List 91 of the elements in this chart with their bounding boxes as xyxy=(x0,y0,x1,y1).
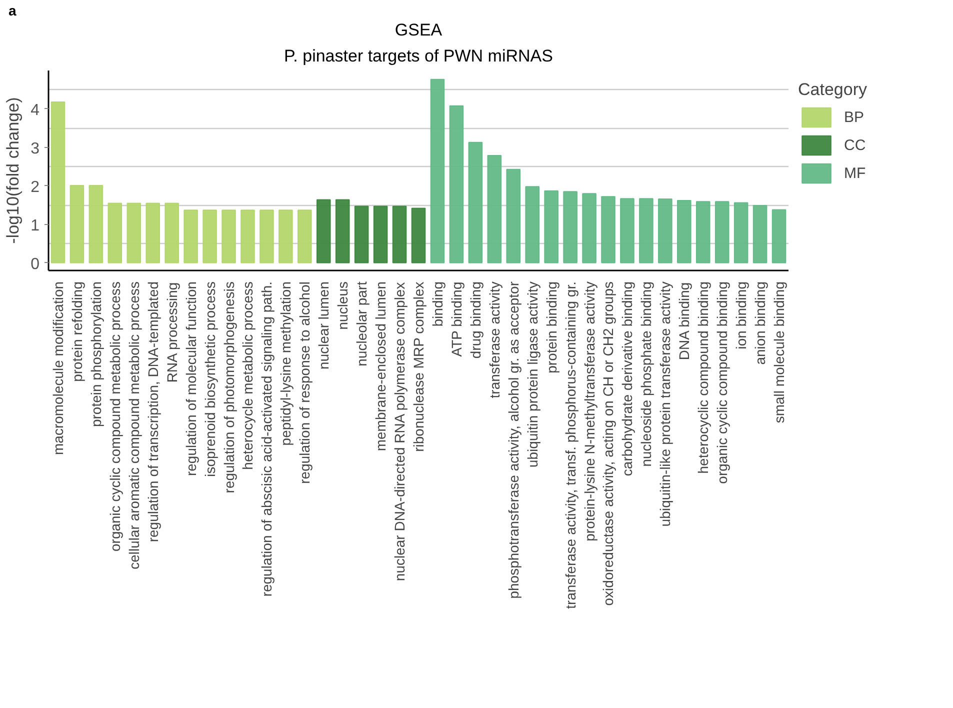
x-tick-label: ion binding xyxy=(733,281,750,350)
bar xyxy=(544,190,558,264)
bar xyxy=(468,142,483,264)
x-tick-label: nucleolar part xyxy=(354,281,370,366)
x-tick-label: oxidoreductase activity, acting on CH or CH2 groups xyxy=(600,281,616,606)
legend-label: MF xyxy=(844,164,866,182)
x-tick-label: cellular aromatic compound metabolic process xyxy=(126,281,142,570)
bar xyxy=(696,201,710,264)
bar xyxy=(752,205,768,264)
bar xyxy=(714,201,730,264)
x-tick-label: organic cyclic compound metabolic process xyxy=(106,281,123,552)
x-tick-label: transferase activity, transf. phosphorus-containing gr. xyxy=(562,281,578,609)
x-tick-label: nuclear lumen xyxy=(316,282,332,370)
x-tick-label: nucleoside phosphate binding xyxy=(638,281,654,467)
bar xyxy=(639,198,654,264)
x-tick-label: protein binding xyxy=(543,281,560,374)
y-tick-label: 2 xyxy=(30,178,40,196)
x-tick-label: peptidyl-lysine methylation xyxy=(278,281,294,446)
bar xyxy=(506,168,521,264)
chart-title: GSEA xyxy=(394,20,443,40)
x-tick-label: membrane-enclosed lumen xyxy=(372,282,389,452)
bar xyxy=(88,185,104,264)
x-tick-label: protein refolding xyxy=(68,281,85,382)
x-tick-label: regulation of abscisic acid-activated signaling path. xyxy=(258,281,275,597)
x-tick-label: nuclear DNA-directed RNA polymerase complex xyxy=(392,282,408,582)
y-tick-label: 3 xyxy=(30,140,40,158)
bar xyxy=(772,209,786,264)
bar xyxy=(620,198,634,264)
x-tick-label: carbohydrate derivative binding xyxy=(619,281,636,476)
bar xyxy=(658,198,672,264)
bar xyxy=(298,210,312,264)
bar xyxy=(449,105,464,264)
bar xyxy=(487,155,502,264)
y-tick-label: 1 xyxy=(30,217,40,234)
x-tick-label: drug binding xyxy=(467,282,484,359)
x-tick-label: protein phosphorylation xyxy=(88,281,104,428)
legend-label: CC xyxy=(844,136,866,154)
bar xyxy=(108,202,122,264)
bar xyxy=(146,202,160,264)
bar xyxy=(601,196,616,264)
bar xyxy=(70,185,84,264)
bar xyxy=(202,210,217,264)
x-tick-label: anion binding xyxy=(752,282,768,365)
x-tick-label: nucleus xyxy=(334,281,351,330)
x-tick-label: ribonuclease MRP complex xyxy=(410,282,426,452)
bar xyxy=(563,191,578,264)
x-tick-label: RNA processing xyxy=(164,282,180,383)
bar xyxy=(240,210,255,264)
bar xyxy=(392,206,407,264)
x-tick-label: heterocyclic compound binding xyxy=(695,281,712,474)
legend-label: BP xyxy=(844,108,864,126)
y-tick-label: 4 xyxy=(30,102,40,119)
x-tick-label: organic cyclic compound binding xyxy=(714,281,730,484)
bar xyxy=(430,78,445,264)
bar xyxy=(278,210,293,264)
bar xyxy=(222,210,236,264)
bar xyxy=(184,210,198,264)
x-tick-label: heterocycle metabolic process xyxy=(240,281,256,470)
bar xyxy=(354,206,369,264)
bar xyxy=(260,210,274,264)
bar xyxy=(164,202,179,264)
x-tick-label: isoprenoid biosynthetic process xyxy=(202,281,218,477)
x-tick-label: ATP binding xyxy=(448,282,464,357)
text: a xyxy=(8,2,16,18)
x-tick-label: regulation of photomorphogenesis xyxy=(220,282,237,494)
y-axis-title: -log10(fold change) xyxy=(4,97,23,244)
y-tick-label: 0 xyxy=(30,256,40,273)
legend-title: Category xyxy=(798,80,867,100)
x-tick-label: transferase activity xyxy=(486,281,502,398)
x-tick-label: protein-lysine N-methyltransferase activity xyxy=(581,281,598,542)
x-tick-label: phosphotransferase activity, alcohol gr. as acceptor xyxy=(505,281,522,599)
bar xyxy=(411,208,426,264)
bar xyxy=(677,200,692,264)
x-tick-label: regulation of molecular function xyxy=(182,281,199,476)
bar xyxy=(316,199,331,264)
x-tick-label: DNA binding xyxy=(676,282,692,360)
bar xyxy=(525,186,540,264)
x-tick-label: macromolecule modification xyxy=(50,281,66,456)
x-tick-label: regulation of response to alcohol xyxy=(296,282,313,484)
chart-subtitle: P. pinaster targets of PWN miRNAS xyxy=(284,46,553,66)
x-tick-label: ubiquitin-like protein transferase activity xyxy=(657,281,674,527)
bar xyxy=(734,202,748,264)
bar xyxy=(335,199,350,264)
bar xyxy=(50,102,66,264)
x-tick-label: binding xyxy=(429,281,446,327)
x-tick-label: small molecule binding xyxy=(771,281,788,424)
x-tick-label: ubiquitin protein ligase activity xyxy=(524,281,540,468)
x-tick-label: regulation of transcription, DNA-templated xyxy=(144,281,161,542)
bar xyxy=(582,193,596,264)
bar xyxy=(126,202,142,264)
bar xyxy=(373,206,388,264)
